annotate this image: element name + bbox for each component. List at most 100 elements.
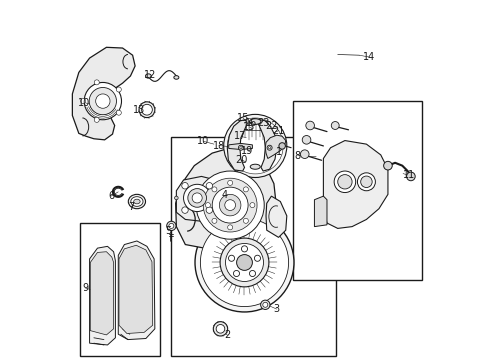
Circle shape [238, 145, 243, 150]
Text: 2: 2 [224, 330, 230, 340]
Ellipse shape [249, 119, 261, 125]
Circle shape [300, 150, 308, 158]
Circle shape [243, 187, 248, 192]
Polygon shape [265, 196, 286, 237]
Circle shape [187, 189, 206, 207]
Circle shape [182, 207, 188, 213]
Circle shape [220, 238, 268, 287]
Circle shape [278, 143, 285, 149]
Circle shape [333, 171, 355, 193]
Circle shape [213, 321, 227, 336]
Circle shape [268, 147, 270, 149]
Text: 3: 3 [273, 304, 279, 314]
Circle shape [139, 102, 155, 118]
Ellipse shape [407, 174, 413, 179]
Polygon shape [228, 143, 252, 149]
Text: 15: 15 [243, 122, 255, 132]
Polygon shape [323, 140, 387, 228]
Circle shape [84, 82, 121, 120]
Circle shape [330, 122, 339, 130]
Circle shape [211, 218, 217, 223]
Text: 14: 14 [362, 52, 374, 62]
Polygon shape [90, 252, 113, 335]
Circle shape [94, 80, 99, 85]
Circle shape [249, 203, 254, 208]
Circle shape [406, 172, 414, 181]
Circle shape [227, 180, 232, 185]
Circle shape [205, 183, 212, 189]
Circle shape [216, 196, 219, 200]
Text: 10: 10 [78, 98, 90, 108]
Text: 12: 12 [143, 70, 156, 80]
Circle shape [236, 255, 252, 270]
Circle shape [305, 121, 314, 130]
Ellipse shape [128, 194, 145, 209]
Text: 20: 20 [235, 155, 247, 165]
Circle shape [166, 221, 176, 230]
Text: 4: 4 [221, 190, 227, 200]
Circle shape [94, 117, 99, 122]
Circle shape [249, 270, 255, 276]
Polygon shape [314, 196, 326, 226]
Ellipse shape [174, 76, 179, 79]
Circle shape [116, 87, 121, 92]
Text: 9: 9 [82, 283, 88, 293]
Polygon shape [89, 246, 115, 345]
Ellipse shape [384, 163, 390, 168]
Text: 7: 7 [127, 202, 134, 212]
Circle shape [174, 196, 178, 200]
Text: 21: 21 [272, 126, 285, 135]
Circle shape [239, 147, 242, 149]
Polygon shape [258, 120, 276, 171]
Circle shape [96, 94, 110, 108]
Circle shape [225, 243, 263, 282]
Circle shape [205, 207, 212, 213]
Circle shape [182, 183, 188, 189]
Text: 5: 5 [165, 226, 171, 236]
Circle shape [81, 99, 85, 104]
Text: 23: 23 [256, 118, 269, 128]
Ellipse shape [145, 74, 151, 78]
Circle shape [224, 200, 235, 211]
Circle shape [254, 255, 260, 261]
Text: 18: 18 [212, 140, 224, 150]
Circle shape [223, 114, 286, 177]
Circle shape [266, 145, 271, 150]
Circle shape [216, 324, 224, 333]
Polygon shape [227, 120, 247, 171]
Circle shape [211, 187, 217, 192]
Polygon shape [119, 245, 152, 333]
Polygon shape [72, 47, 135, 140]
Circle shape [360, 176, 371, 188]
Text: 6: 6 [108, 191, 114, 201]
Ellipse shape [133, 199, 140, 204]
Circle shape [89, 87, 116, 115]
Bar [292, 101, 421, 280]
Circle shape [337, 175, 351, 189]
Polygon shape [265, 135, 285, 158]
Text: 11: 11 [402, 170, 414, 180]
Circle shape [200, 219, 288, 307]
Circle shape [262, 302, 267, 307]
Bar [171, 137, 335, 356]
Text: 16: 16 [244, 118, 257, 128]
Text: 8: 8 [294, 150, 300, 161]
Polygon shape [176, 176, 221, 221]
Text: 22: 22 [264, 121, 277, 131]
Polygon shape [175, 148, 276, 253]
Circle shape [203, 178, 257, 232]
Ellipse shape [250, 164, 260, 169]
Circle shape [227, 225, 232, 230]
Circle shape [116, 110, 121, 115]
Text: 19: 19 [241, 145, 253, 156]
Ellipse shape [131, 197, 142, 206]
Circle shape [302, 135, 310, 144]
Circle shape [243, 218, 248, 223]
Circle shape [212, 187, 247, 223]
Bar [80, 223, 160, 356]
Circle shape [196, 171, 264, 239]
Text: 1: 1 [275, 147, 281, 157]
Circle shape [192, 193, 202, 203]
Text: 17: 17 [234, 131, 246, 141]
Circle shape [260, 300, 269, 310]
